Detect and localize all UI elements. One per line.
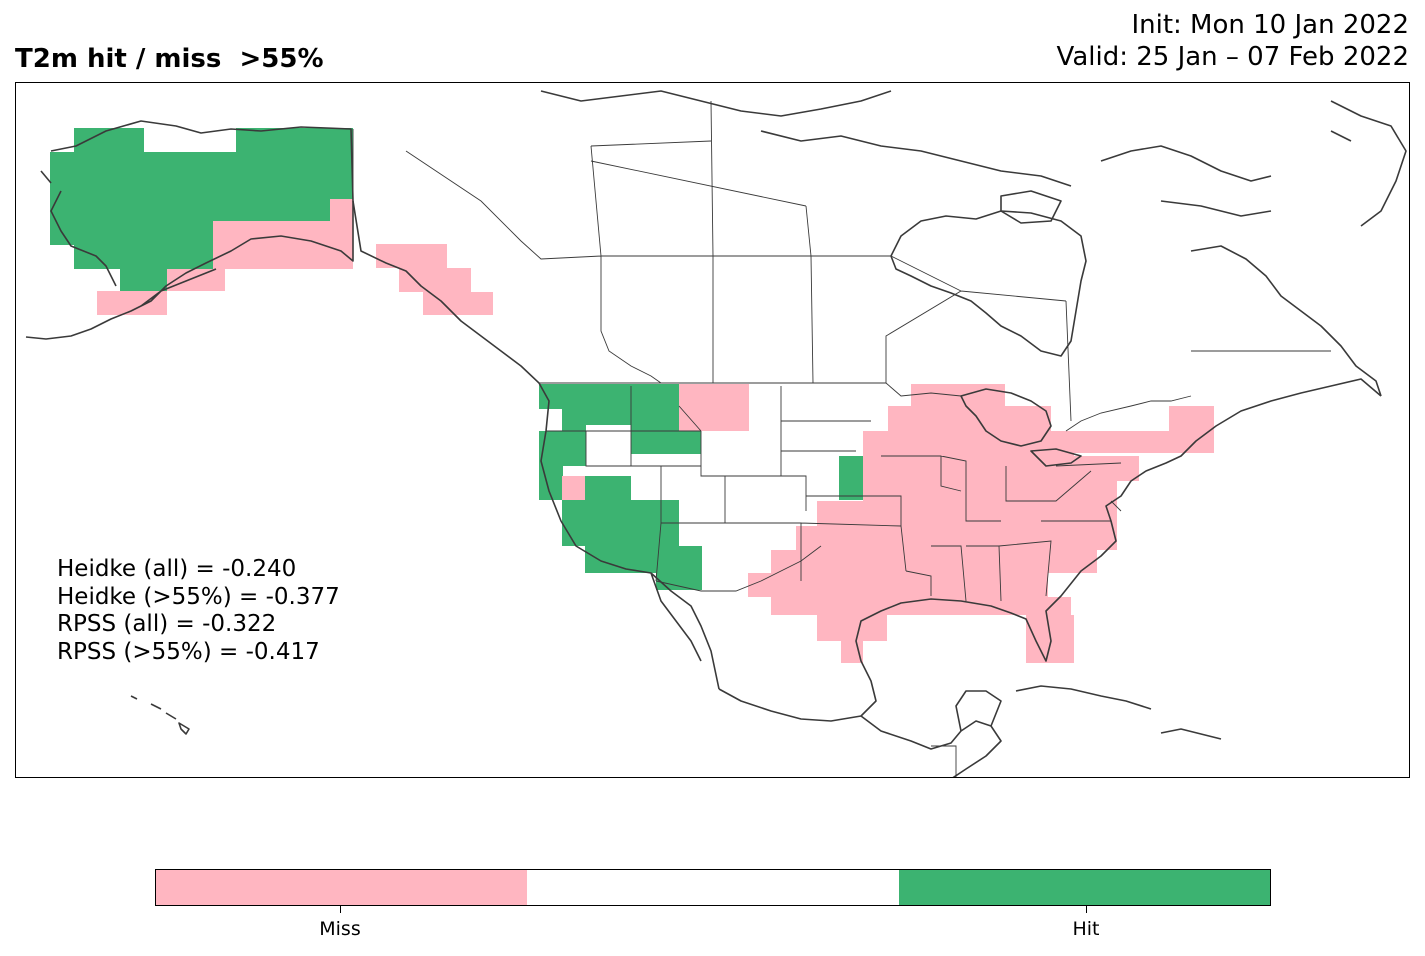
colorbar-hit-swatch	[898, 870, 1270, 905]
miss-cell	[423, 292, 493, 315]
colorbar	[155, 869, 1271, 906]
miss-cell	[748, 573, 1048, 597]
map-svg	[25, 90, 1407, 777]
heidke-55: Heidke (>55%) = -0.377	[57, 583, 340, 610]
central-america-coast	[860, 715, 1002, 777]
hit-cell	[539, 384, 679, 409]
hit-cell	[120, 269, 167, 291]
miss-cell	[399, 268, 471, 292]
labrador-coast	[1190, 245, 1382, 397]
valid-period: Valid: 25 Jan – 07 Feb 2022	[1056, 42, 1409, 72]
colorbar-hit-tick	[1086, 906, 1087, 913]
skill-scores: Heidke (all) = -0.240 Heidke (>55%) = -0…	[57, 556, 340, 666]
miss-cell	[817, 501, 1117, 526]
great-lakes	[960, 388, 1082, 467]
hit-cell	[74, 245, 213, 269]
hudson-bay-coast	[890, 210, 1087, 357]
yucatan-coast	[955, 690, 1002, 732]
miss-cell	[863, 481, 1117, 501]
miss-cell	[167, 269, 225, 291]
alaska-coast	[25, 120, 354, 340]
forecast-cells	[50, 128, 1214, 663]
hit-cell	[236, 128, 353, 152]
miss-cell	[1074, 431, 1214, 453]
hit-cell	[539, 431, 586, 466]
map-panel	[15, 82, 1410, 778]
borders	[352, 100, 1331, 777]
miss-cell	[679, 384, 749, 431]
miss-cell	[376, 244, 447, 268]
miss-cell	[1169, 406, 1214, 431]
hit-cell	[74, 128, 144, 152]
alaska-canada-border	[352, 129, 362, 252]
cuba-coast	[1015, 685, 1222, 740]
hit-cell	[50, 221, 213, 245]
miss-cell	[863, 431, 1074, 456]
mexico-border	[655, 545, 957, 777]
hawaii	[130, 695, 190, 735]
heidke-all: Heidke (all) = -0.240	[57, 556, 297, 582]
miss-cell	[817, 615, 887, 641]
hit-cell	[585, 546, 656, 573]
hit-cell	[50, 152, 353, 199]
hit-cell	[562, 409, 701, 425]
colorbar-miss-swatch	[156, 870, 528, 905]
miss-cell	[771, 550, 1097, 573]
rpss-all: RPSS (all) = -0.322	[57, 611, 277, 637]
gulf-coast	[718, 378, 1382, 722]
miss-cell	[863, 456, 1139, 481]
rpss-55: RPSS (>55%) = -0.417	[57, 638, 320, 665]
colorbar-miss-label: Miss	[319, 918, 361, 940]
miss-cell	[841, 641, 863, 663]
map-title: T2m hit / miss >55%	[15, 44, 324, 74]
miss-cell	[330, 199, 353, 221]
miss-cell	[911, 384, 1005, 406]
canada-provinces	[405, 100, 1331, 422]
miss-cell	[213, 221, 353, 269]
miss-cell	[771, 597, 1071, 615]
miss-cell	[562, 476, 585, 500]
hit-cell	[50, 199, 330, 221]
init-date: Init: Mon 10 Jan 2022	[1131, 10, 1409, 40]
us-states	[546, 386, 1122, 602]
colorbar-neutral-swatch	[527, 870, 899, 905]
coastlines	[25, 90, 1407, 777]
us-canada-border	[539, 382, 1192, 432]
hit-cell	[839, 456, 863, 500]
arctic-islands	[540, 90, 1407, 227]
colorbar-miss-tick	[340, 906, 341, 913]
colorbar-hit-label: Hit	[1072, 918, 1100, 940]
